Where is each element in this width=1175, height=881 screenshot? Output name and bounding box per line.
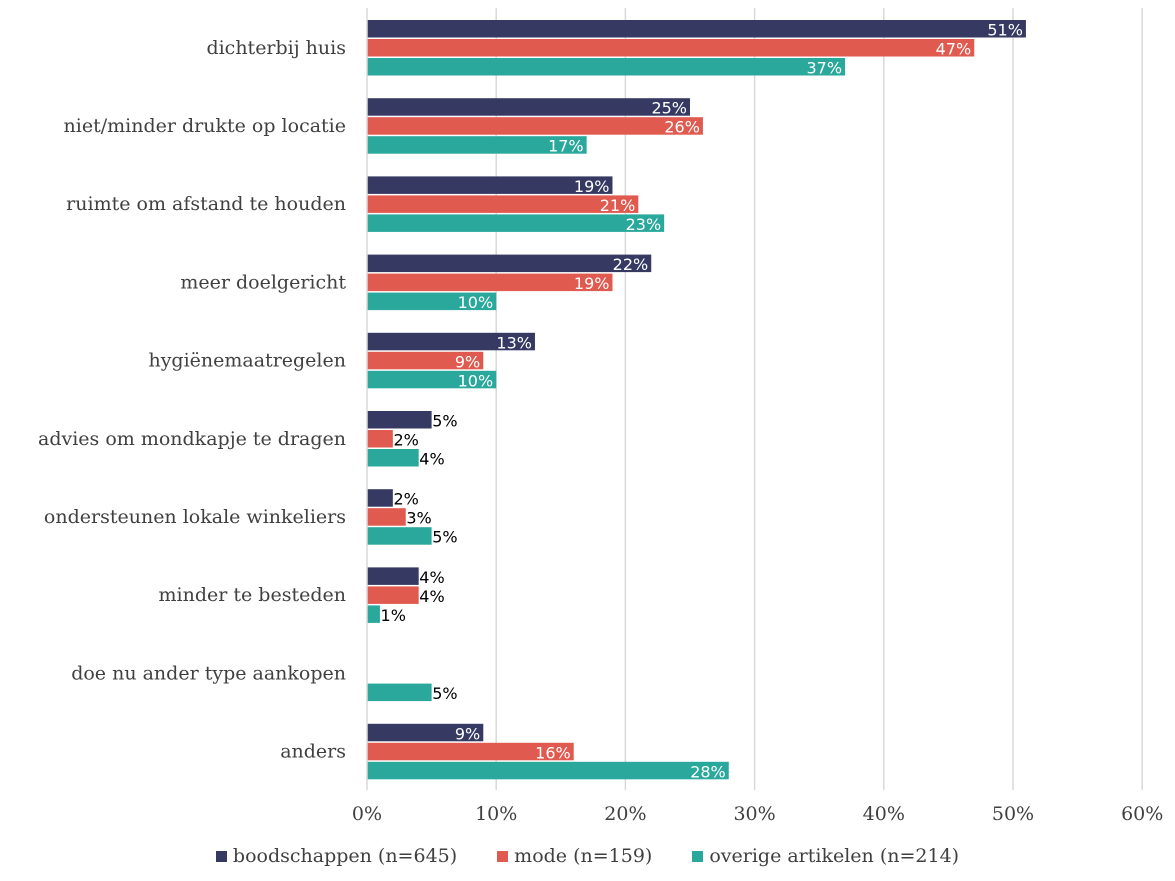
bar	[367, 195, 639, 213]
bar	[367, 58, 846, 76]
category-label: hygiënemaatregelen	[148, 350, 346, 372]
legend-item: overige artikelen (n=214)	[692, 845, 959, 867]
category-label: minder te besteden	[159, 584, 346, 606]
bar	[367, 411, 432, 429]
legend: boodschappen (n=645) mode (n=159) overige …	[0, 838, 1175, 874]
data-label: 16%	[535, 743, 571, 762]
category-label: advies om mondkapje te dragen	[38, 428, 346, 450]
bar	[367, 605, 380, 623]
data-label: 5%	[432, 528, 457, 547]
bar	[367, 39, 975, 57]
data-label: 2%	[393, 490, 418, 509]
x-tick-label: 30%	[733, 803, 775, 825]
category-label: dichterbij huis	[206, 37, 346, 59]
x-tick-label: 20%	[604, 803, 646, 825]
data-label: 26%	[664, 118, 700, 137]
data-label: 9%	[455, 352, 480, 371]
data-label: 19%	[574, 177, 610, 196]
data-label: 25%	[651, 99, 687, 118]
legend-label: overige artikelen (n=214)	[709, 845, 960, 867]
bar-chart-plot: 0% 10% 20% 30% 40% 50% 60% dichterbij huis 51% 47…	[38, 8, 1163, 825]
bar	[367, 20, 1026, 38]
bar	[367, 176, 613, 194]
data-label: 21%	[600, 196, 636, 215]
data-label: 10%	[458, 371, 494, 390]
bar	[367, 254, 652, 273]
x-tick-label: 40%	[863, 803, 905, 825]
bar	[367, 136, 587, 154]
category-label: niet/minder drukte op locatie	[64, 115, 346, 137]
data-label: 51%	[987, 21, 1023, 40]
data-label: 28%	[690, 762, 726, 781]
bar	[367, 98, 690, 116]
data-label: 10%	[458, 293, 494, 312]
data-label: 23%	[626, 215, 662, 234]
category-label: meer doelgericht	[180, 271, 346, 293]
data-label: 22%	[613, 255, 649, 274]
bar	[367, 332, 535, 351]
bar	[367, 742, 574, 761]
bar	[367, 723, 484, 742]
data-label: 4%	[419, 450, 444, 469]
data-label: 5%	[432, 412, 457, 431]
x-tick-label: 50%	[992, 803, 1034, 825]
bar	[367, 489, 393, 507]
legend-label: boodschappen (n=645)	[232, 845, 458, 867]
category-label: ruimte om afstand te houden	[66, 193, 346, 215]
data-label: 17%	[548, 137, 584, 156]
x-tick-label: 10%	[475, 803, 517, 825]
legend-swatch	[692, 850, 704, 862]
data-label: 9%	[455, 724, 480, 743]
data-label: 4%	[419, 568, 444, 587]
data-label: 19%	[574, 274, 610, 293]
data-label: 13%	[496, 333, 532, 352]
legend-item: mode (n=159)	[497, 845, 652, 867]
bar	[367, 370, 497, 389]
x-tick-label: 0%	[352, 803, 382, 825]
data-label: 4%	[419, 587, 444, 606]
data-label: 2%	[393, 431, 418, 450]
legend-swatch	[215, 850, 227, 862]
bar	[367, 449, 419, 467]
bar	[367, 430, 393, 448]
legend-label: mode (n=159)	[514, 845, 653, 867]
bar	[367, 117, 703, 135]
category-label: doe nu ander type aankopen	[71, 662, 346, 684]
bar	[367, 586, 419, 604]
legend-swatch	[497, 850, 509, 862]
x-tick-label: 60%	[1121, 803, 1163, 825]
bar	[367, 508, 406, 526]
bar	[367, 683, 432, 702]
bar	[367, 214, 665, 232]
legend-item: boodschappen (n=645)	[215, 845, 458, 867]
data-label: 3%	[406, 509, 431, 528]
data-label: 1%	[381, 606, 406, 625]
data-label: 37%	[806, 59, 842, 78]
data-label: 5%	[432, 684, 457, 703]
bar	[367, 527, 432, 545]
category-label: anders	[280, 741, 346, 763]
bar	[367, 273, 613, 292]
category-label: ondersteunen lokale winkeliers	[44, 506, 346, 528]
bar	[367, 761, 729, 780]
bar	[367, 351, 484, 370]
data-label: 47%	[936, 40, 972, 59]
bar	[367, 292, 497, 311]
bar	[367, 567, 419, 585]
